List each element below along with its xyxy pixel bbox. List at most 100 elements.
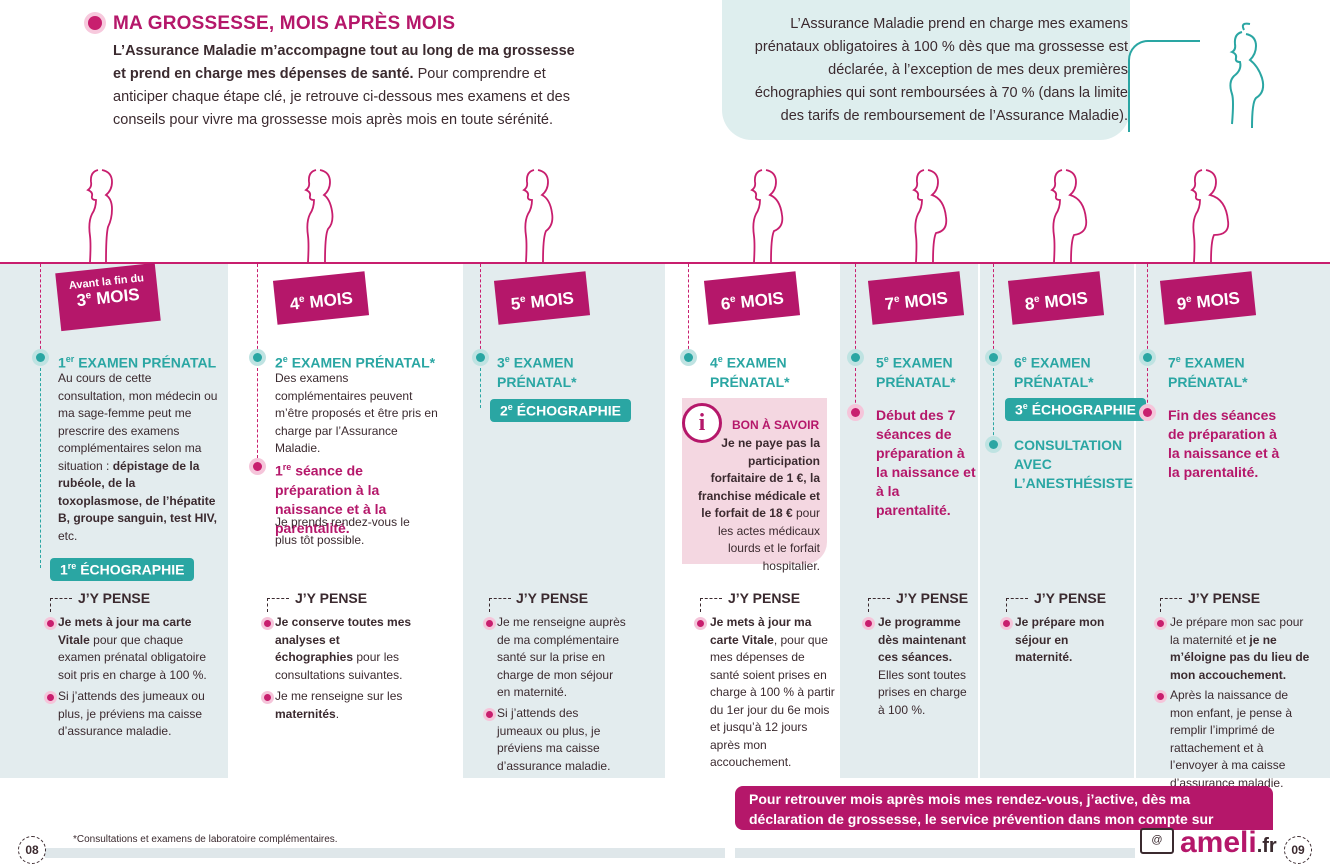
prep-title: 1re séance de préparation à la naissance… [275, 458, 440, 538]
woman-silhouette-icon [86, 169, 113, 262]
think-line-v [868, 598, 869, 612]
page-number-right: 09 [1284, 836, 1312, 864]
month-tab-4: 4e MOIS [272, 271, 370, 325]
tip-text: Je me renseigne auprès de ma complémenta… [497, 615, 626, 699]
ameli-banner: Pour retrouver mois après mois mes rende… [735, 786, 1273, 830]
exam-dot [476, 353, 485, 362]
connector [257, 368, 258, 458]
exam-sup: e [504, 354, 510, 364]
think-line-v [1006, 598, 1007, 612]
prep-dot [851, 408, 860, 417]
tip-bullet [47, 694, 54, 701]
text-part: Au cours de cette consultation, mon méde… [58, 371, 218, 473]
tip-bold: je ne m’éloigne pas du lieu de mon accou… [1170, 632, 1310, 682]
page-number-left: 08 [18, 836, 46, 864]
exam-sup: e [1021, 354, 1027, 364]
connector [480, 264, 481, 354]
tip-rest: Je me renseigne sur les [275, 689, 403, 703]
think-title: J’Y PENSE [295, 590, 368, 606]
exam-label: EXAMEN PRÉNATAL* [291, 354, 436, 371]
exam-title: 1er EXAMEN PRÉNATAL [58, 350, 216, 373]
month-label: MOIS [95, 284, 141, 309]
footer-bar [735, 848, 1135, 858]
info-text: Je ne paye pas la participation forfaita… [690, 435, 820, 575]
connector [480, 368, 481, 408]
tip-rest: , pour que mes dépenses de santé soient … [710, 632, 835, 770]
month-sup: e [298, 293, 306, 306]
title-bullet [88, 16, 102, 30]
laptop-icon: @ [1140, 828, 1174, 854]
prep-sup: re [282, 462, 292, 472]
tip-bullet [486, 620, 493, 627]
connector [40, 264, 41, 354]
exam-label: EXAMEN PRÉNATAL* [876, 354, 956, 390]
intro-rest: Pour comprendre et anticiper chaque étap… [113, 66, 570, 128]
exam-num: 3 [497, 354, 505, 371]
echo-pill: 1re ÉCHOGRAPHIE [50, 558, 195, 581]
month-label: MOIS [1195, 288, 1241, 312]
consult-dot [989, 440, 998, 449]
ameli-logo[interactable]: ameli.fr [1180, 826, 1277, 860]
connector [993, 264, 994, 354]
connector [688, 264, 689, 354]
echo-num: 1 [60, 561, 68, 578]
month-label: MOIS [1043, 288, 1089, 312]
exam-label: EXAMEN PRÉNATAL* [1168, 354, 1248, 390]
info-bold: Je ne paye pas la participation forfaita… [697, 436, 820, 520]
think-line [1006, 598, 1028, 599]
exam-num: 7 [1168, 354, 1176, 371]
tip-bold: Je programme dès maintenant ces séances. [878, 615, 967, 664]
tip-bullet [865, 620, 872, 627]
woman-silhouette-icon [304, 169, 334, 262]
tip-text: Je programme dès maintenant ces séances.… [878, 614, 968, 719]
month-sup: e [519, 293, 527, 306]
month-label: MOIS [529, 288, 575, 312]
woman-silhouette-icon [1050, 169, 1088, 262]
month-sup: e [729, 293, 737, 306]
tip-end: . [335, 706, 340, 721]
echo-num: 2 [500, 402, 508, 419]
month-tab-3: Avant la fin du 3e MOIS [55, 262, 161, 332]
connector [1147, 368, 1148, 408]
month-tab-8: 8e MOIS [1007, 271, 1105, 325]
text-part: etc. [58, 528, 78, 543]
timeline-line [0, 262, 1330, 264]
tip-text: Je prépare mon sac pour la maternité et … [1170, 614, 1310, 684]
think-line [700, 598, 722, 599]
column-bg-7-8 [840, 264, 1134, 778]
brand-name: ameli [1180, 826, 1257, 859]
exam-dot [36, 353, 45, 362]
think-title: J’Y PENSE [1188, 590, 1261, 606]
tip-bold: maternités [275, 706, 336, 721]
echo-sup: re [67, 561, 77, 571]
woman-silhouette-icon [750, 169, 784, 262]
think-line [489, 598, 511, 599]
tip-bullet [697, 620, 704, 627]
exam-label: EXAMEN PRÉNATAL* [497, 354, 577, 390]
tip-bold: Je mets à jour ma carte Vitale [58, 615, 192, 647]
exam-num: 5 [876, 354, 884, 371]
think-line-v [700, 598, 701, 612]
column-divider-78 [978, 264, 980, 778]
info-title: BON À SAVOIR [732, 418, 820, 432]
exam-dot [851, 353, 860, 362]
woman-silhouette-icon [522, 169, 554, 262]
info-glyph: i [698, 410, 706, 436]
tip-bold: Je prépare mon séjour en maternité. [1015, 615, 1105, 664]
connector [855, 368, 856, 408]
exam-title: 5e EXAMEN PRÉNATAL* [876, 350, 976, 392]
think-line [1160, 598, 1182, 599]
exam-label: EXAMEN PRÉNATAL [78, 354, 217, 371]
echo-label: ÉCHOGRAPHIE [516, 402, 621, 419]
tip-rest: pour les consultations suivantes. [275, 650, 403, 682]
month-sup: e [85, 290, 92, 302]
echo-sup: e [507, 402, 513, 412]
think-line-v [267, 598, 268, 612]
month-tab-6: 6e MOIS [703, 271, 801, 325]
echo-sup: e [1022, 401, 1028, 411]
consult-title: CONSULTATION AVEC L’ANESTHÉSISTE [1014, 437, 1134, 491]
callout-text: L’Assurance Maladie prend en charge mes … [754, 16, 1128, 124]
echo-label: ÉCHOGRAPHIE [80, 561, 185, 578]
tip-bold: Je mets à jour ma carte Vitale [710, 615, 812, 647]
exam-title: 4e EXAMEN PRÉNATAL* [710, 350, 810, 392]
